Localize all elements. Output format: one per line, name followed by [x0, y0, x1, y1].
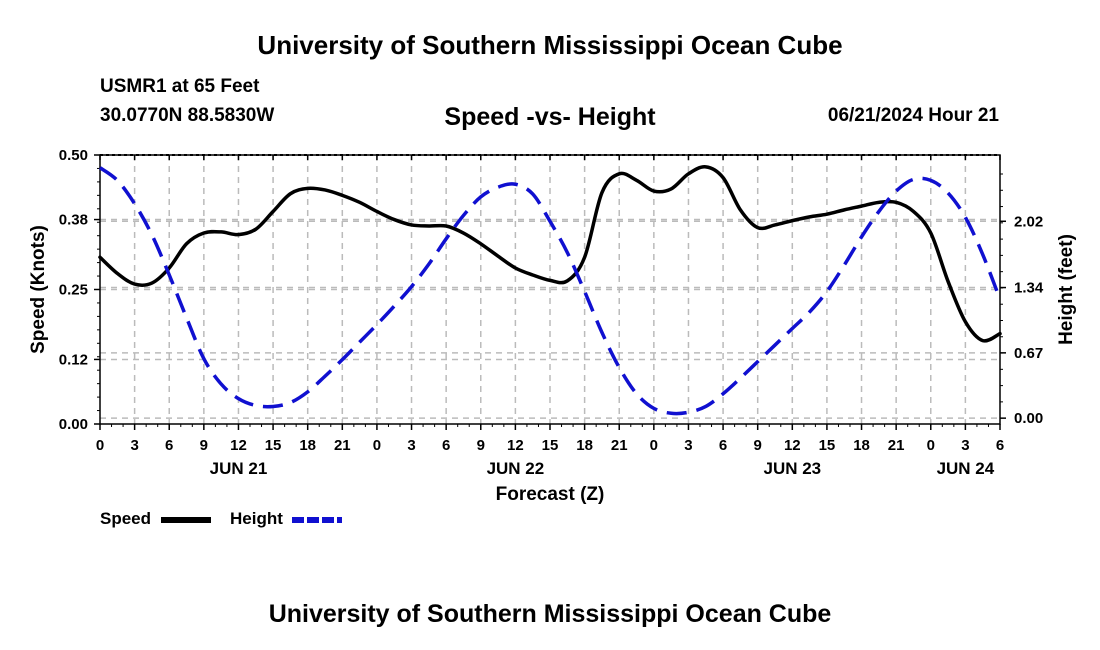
x-tick-label: 15	[265, 437, 282, 454]
x-tick-label: 9	[200, 437, 208, 454]
x-tick-label: 3	[130, 437, 138, 454]
x-date-label: JUN 21	[210, 459, 268, 478]
x-tick-label: 12	[507, 437, 524, 454]
series-line-height	[98, 166, 1002, 416]
x-tick-label: 18	[853, 437, 870, 454]
y-tick-label: 0.12	[59, 351, 88, 368]
x-tick-label: 6	[165, 437, 173, 454]
x-tick-label: 15	[819, 437, 836, 454]
chart-subtitle: Speed -vs- Height	[444, 103, 656, 131]
x-tick-label: 9	[477, 437, 485, 454]
x-tick-label: 12	[230, 437, 247, 454]
footer-title: University of Southern Mississippi Ocean…	[268, 600, 832, 628]
station-label: USMR1 at 65 Feet	[100, 76, 260, 97]
chart-title: University of Southern Mississippi Ocean…	[257, 30, 843, 60]
y2-axis-label: Height (feet)	[1056, 234, 1077, 345]
y-tick-label: 0.00	[59, 416, 88, 433]
x-tick-label: 3	[407, 437, 415, 454]
legend-height-swatch	[292, 517, 342, 523]
legend-speed-label: Speed	[100, 509, 152, 528]
y-tick-label: 0.25	[59, 282, 88, 299]
station-coordinates: 30.0770N 88.5830W	[100, 105, 275, 126]
x-tick-label: 15	[542, 437, 559, 454]
y-tick-label: 0.38	[59, 212, 88, 229]
x-tick-label: 3	[961, 437, 969, 454]
x-tick-label: 6	[442, 437, 450, 454]
legend-height-label: Height	[230, 509, 283, 528]
x-tick-label: 0	[373, 437, 381, 454]
x-date-label: JUN 23	[763, 459, 821, 478]
x-tick-label: 0	[927, 437, 935, 454]
x-axis-label: Forecast (Z)	[496, 484, 605, 505]
y2-tick-label: 0.00	[1014, 410, 1043, 427]
x-tick-label: 21	[888, 437, 905, 454]
x-tick-label: 21	[334, 437, 351, 454]
y-axis-label: Speed (Knots)	[28, 225, 49, 354]
x-tick-label: 18	[576, 437, 593, 454]
x-tick-label: 12	[784, 437, 801, 454]
x-tick-label: 6	[996, 437, 1004, 454]
y2-tick-label: 2.02	[1014, 213, 1043, 230]
x-tick-label: 3	[684, 437, 692, 454]
y-tick-label: 0.50	[59, 147, 88, 164]
x-tick-label: 18	[299, 437, 316, 454]
x-tick-label: 0	[96, 437, 104, 454]
x-tick-label: 21	[611, 437, 628, 454]
x-date-label: JUN 22	[487, 459, 545, 478]
y2-tick-label: 1.34	[1014, 280, 1044, 297]
legend-speed-swatch	[161, 517, 211, 523]
forecast-datetime: 06/21/2024 Hour 21	[827, 105, 999, 126]
series-line-speed	[98, 165, 1002, 343]
x-tick-label: 0	[650, 437, 658, 454]
x-tick-label: 9	[754, 437, 762, 454]
y2-tick-label: 0.67	[1014, 345, 1043, 362]
x-date-label: JUN 24	[937, 459, 995, 478]
x-tick-label: 6	[719, 437, 727, 454]
